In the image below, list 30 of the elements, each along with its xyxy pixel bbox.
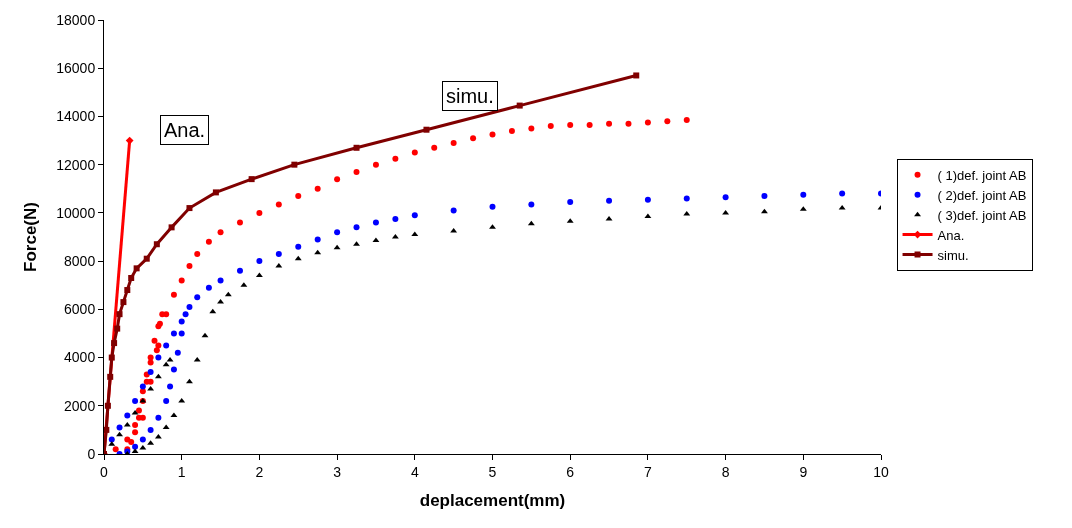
y-tick-label: 6000 [64,301,96,318]
x-tick-label: 7 [644,463,652,480]
x-tick-label: 10 [873,463,889,480]
legend-label: ( 2)def. joint AB [937,187,1027,203]
y-tick-label: 16000 [56,60,96,77]
annotation: Ana. [164,119,206,141]
x-tick-label: 5 [488,463,497,480]
y-tick-label: 0 [87,445,96,462]
legend-label: ( 1)def. joint AB [937,167,1027,183]
legend-label: ( 3)def. joint AB [937,207,1027,223]
x-tick-label: 1 [177,463,186,480]
x-tick-label: 9 [799,463,808,480]
legend-label: simu. [937,247,969,263]
y-tick-label: 4000 [64,349,96,366]
x-tick-label: 2 [255,463,264,480]
y-axis-title: Force(N) [20,202,40,272]
x-tick-label: 8 [721,463,730,480]
x-tick-label: 4 [410,463,419,480]
annotation: simu. [446,85,494,107]
legend-label: Ana. [937,227,965,243]
x-tick-label: 3 [333,463,342,480]
y-tick-label: 14000 [56,108,96,125]
x-tick-label: 0 [100,463,109,480]
y-tick-label: 18000 [56,11,96,28]
y-tick-label: 12000 [56,156,96,173]
x-axis-title: deplacement(mm) [419,491,566,511]
x-tick-label: 6 [566,463,575,480]
y-tick-label: 10000 [56,204,96,221]
y-tick-label: 8000 [64,253,96,270]
y-tick-label: 2000 [64,397,96,414]
